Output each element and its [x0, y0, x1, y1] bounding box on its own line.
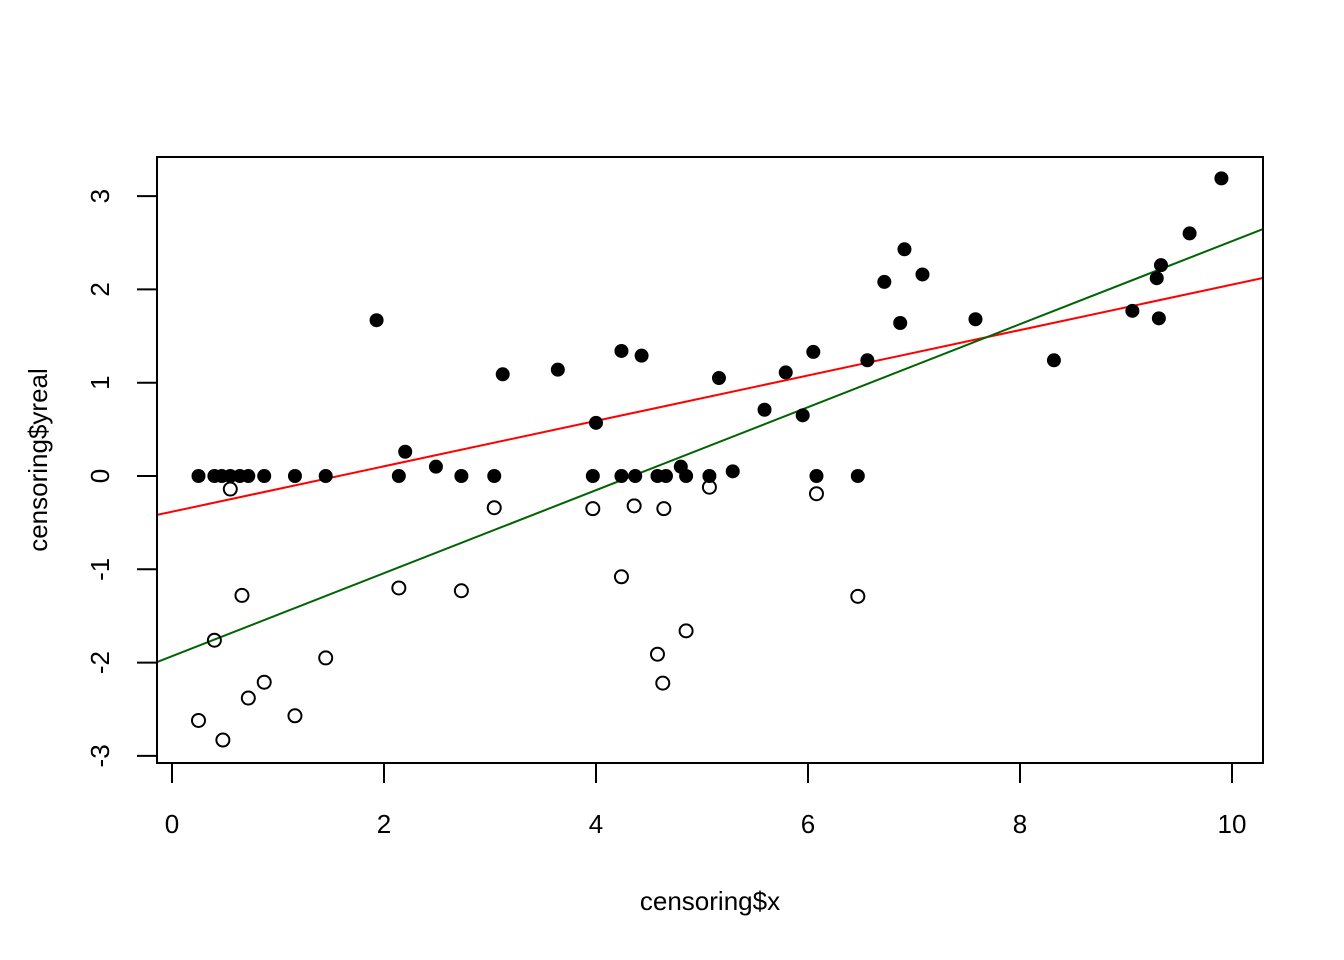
filled-point [369, 313, 384, 328]
filled-point [806, 344, 821, 359]
y-tick-label: 2 [85, 282, 115, 296]
filled-point [287, 469, 302, 483]
open-point [585, 501, 601, 517]
filled-point [614, 343, 629, 358]
filled-point [257, 469, 272, 483]
filled-point [398, 444, 413, 459]
filled-point [1182, 226, 1197, 241]
y-tick-label: 1 [85, 375, 115, 389]
filled-point [391, 469, 406, 483]
y-tick-label: 0 [85, 469, 115, 483]
x-axis-title: censoring$x [640, 886, 780, 916]
open-point [453, 583, 469, 599]
filled-point [893, 315, 908, 330]
open-point [222, 481, 238, 497]
y-tick-label: -3 [85, 744, 115, 767]
filled-point [860, 353, 875, 368]
filled-point [495, 367, 510, 382]
filled-point [487, 469, 502, 483]
fit-red-line [157, 277, 1263, 516]
open-point [613, 569, 629, 585]
open-point [391, 580, 407, 596]
open-point [701, 479, 717, 495]
filled-point [795, 408, 810, 423]
filled-point [428, 459, 443, 474]
open-point [240, 690, 256, 706]
x-tick-label: 10 [1218, 809, 1247, 839]
filled-point [628, 469, 643, 483]
y-tick-label: -2 [85, 651, 115, 674]
filled-point [850, 469, 865, 483]
filled-point [877, 274, 892, 289]
y-axis: -3 -2 -1 0 1 2 3 [85, 189, 157, 767]
open-point [649, 646, 665, 662]
y-axis-title: censoring$yreal [23, 368, 53, 552]
open-point [626, 498, 642, 514]
open-point [808, 486, 824, 502]
filled-point [778, 365, 793, 380]
filled-point [711, 371, 726, 386]
open-point [655, 675, 671, 691]
filled-point [658, 469, 673, 483]
open-point [318, 650, 334, 666]
open-point [256, 674, 272, 690]
filled-point [1214, 171, 1229, 186]
filled-point [1046, 353, 1061, 368]
filled-point [757, 402, 772, 417]
open-point [287, 708, 303, 724]
x-tick-label: 2 [377, 809, 391, 839]
open-point [234, 587, 250, 603]
x-tick-label: 4 [589, 809, 603, 839]
filled-point [634, 348, 649, 363]
plot-frame [156, 156, 1264, 764]
filled-point [585, 469, 600, 483]
regression-lines [157, 228, 1263, 663]
filled-point [589, 415, 603, 430]
x-tick-label: 6 [801, 809, 815, 839]
filled-point [725, 464, 740, 479]
data-points [191, 171, 1229, 748]
filled-point [1151, 311, 1166, 326]
filled-point [1149, 271, 1164, 286]
filled-point [809, 469, 824, 483]
filled-point [897, 242, 912, 257]
y-tick-label: -1 [85, 558, 115, 581]
filled-point [241, 469, 256, 483]
x-tick-label: 8 [1013, 809, 1027, 839]
filled-point [191, 469, 206, 483]
filled-point [1153, 258, 1168, 273]
filled-point [614, 469, 629, 483]
x-axis: 0 2 4 6 8 10 [165, 762, 1247, 839]
open-point [850, 588, 866, 604]
open-point [656, 501, 672, 517]
open-point [191, 712, 206, 728]
fit-green-line [157, 228, 1263, 663]
open-point [215, 732, 231, 748]
filled-point [454, 469, 469, 483]
y-tick-label: 3 [85, 189, 115, 203]
open-point [486, 500, 502, 516]
x-tick-label: 0 [165, 809, 179, 839]
filled-point [915, 267, 930, 282]
filled-point [968, 312, 983, 327]
filled-point [318, 469, 333, 483]
filled-point [1125, 303, 1140, 318]
open-point [206, 632, 222, 648]
filled-point [550, 362, 565, 377]
filled-point [679, 469, 694, 483]
open-point [678, 623, 694, 639]
filled-point [702, 469, 717, 483]
